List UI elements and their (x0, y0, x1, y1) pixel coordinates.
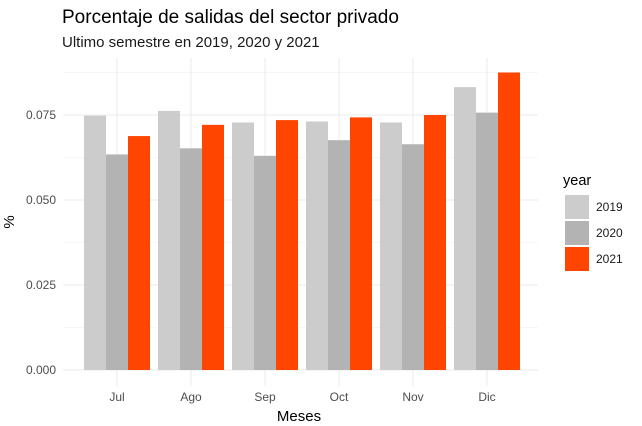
legend-label-2021: 2021 (596, 252, 623, 266)
bar-jul-2019 (84, 115, 106, 371)
bar-nov-2019 (380, 122, 402, 370)
legend: year 2019 2020 2021 (563, 173, 623, 271)
x-tick-label: Jul (109, 390, 124, 404)
bar-jul-2020 (106, 154, 128, 370)
chart-subtitle: Ultimo semestre en 2019, 2020 y 2021 (62, 34, 320, 51)
y-tick-label: 0.050 (26, 193, 56, 207)
bar-ago-2021 (202, 124, 224, 370)
x-axis-ticks: Jul Ago Sep Oct Nov Dic (109, 390, 495, 404)
legend-label-2019: 2019 (596, 200, 623, 214)
y-axis-ticks: 0.000 0.025 0.050 0.075 (26, 108, 56, 377)
chart-title: Porcentaje de salidas del sector privado (62, 7, 399, 28)
bar-ago-2020 (180, 148, 202, 370)
y-tick-label: 0.025 (26, 278, 56, 292)
y-tick-label: 0.075 (26, 108, 56, 122)
bar-jul-2021 (128, 136, 150, 370)
legend-key-2020 (565, 221, 589, 245)
bar-ago-2019 (158, 110, 180, 371)
bar-dic-2020 (476, 112, 498, 371)
legend-title: year (563, 173, 591, 189)
bar-oct-2021 (350, 117, 372, 370)
x-tick-label: Ago (180, 390, 202, 404)
x-tick-label: Nov (402, 390, 423, 404)
bar-oct-2019 (306, 121, 328, 371)
x-tick-label: Dic (478, 390, 495, 404)
x-axis-title: Meses (277, 408, 321, 425)
x-tick-label: Sep (254, 390, 276, 404)
bar-sep-2020 (254, 155, 276, 370)
bar-sep-2019 (232, 122, 254, 370)
y-tick-label: 0.000 (26, 363, 56, 377)
x-tick-label: Oct (330, 390, 349, 404)
bar-nov-2021 (424, 115, 446, 370)
bar-dic-2021 (498, 72, 520, 370)
bar-sep-2021 (276, 120, 298, 370)
bar-oct-2020 (328, 140, 350, 370)
legend-label-2020: 2020 (596, 226, 623, 240)
legend-key-2021 (565, 247, 589, 271)
legend-key-2019 (565, 195, 589, 219)
bar-nov-2020 (402, 144, 424, 370)
bars-group (84, 72, 520, 371)
bar-dic-2019 (454, 87, 476, 371)
y-axis-title: % (1, 215, 18, 228)
